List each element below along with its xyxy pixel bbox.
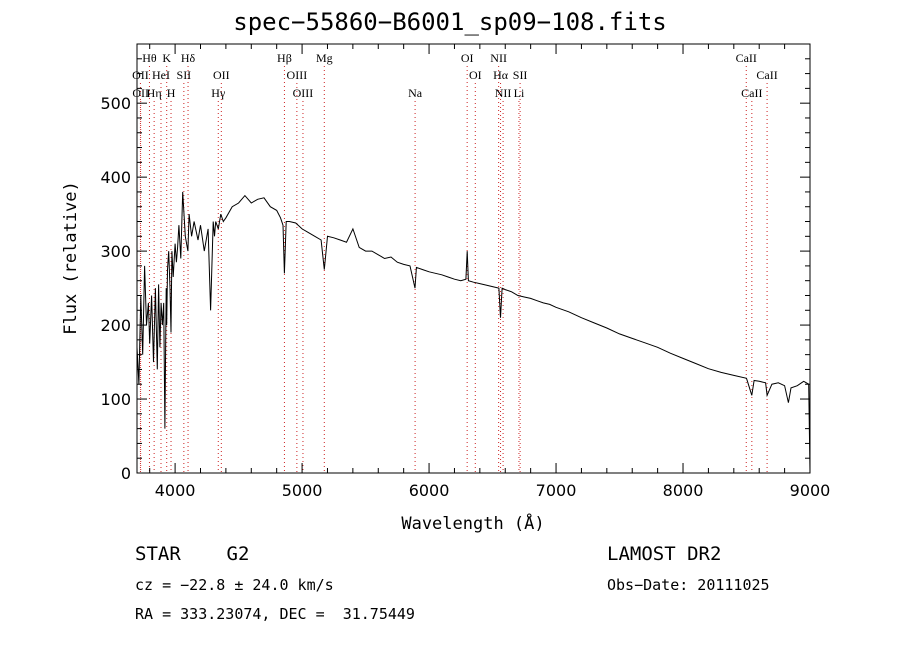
spectral-line-label: SII <box>177 68 192 82</box>
spectral-line-label: NII <box>495 86 512 100</box>
spectral-line-label: Hη <box>147 86 162 100</box>
plot-frame <box>136 43 811 474</box>
spectral-line-label: Hα <box>493 68 509 82</box>
y-tick-label: 500 <box>100 94 131 113</box>
y-axis-label: Flux (relative) <box>61 181 81 335</box>
redshift-info: cz = −22.8 ± 24.0 km/s <box>135 576 334 594</box>
spectrum-line <box>136 191 811 474</box>
spectral-line-label: CaII <box>756 68 777 82</box>
survey-name: LAMOST DR2 <box>607 543 722 565</box>
spectral-line-label: OII <box>132 68 149 82</box>
y-tick-label: 0 <box>121 464 131 483</box>
object-class: STAR G2 <box>135 543 250 565</box>
spectral-line-label: SII <box>513 68 528 82</box>
spectral-line-label: Hβ <box>277 51 292 65</box>
spectral-line-label: OIII <box>287 68 308 82</box>
x-tick-label: 4000 <box>155 481 196 500</box>
y-tick-label: 200 <box>100 316 131 335</box>
x-tick-label: 7000 <box>536 481 577 500</box>
x-axis-label: Wavelength (Å) <box>401 512 544 534</box>
x-tick-label: 8000 <box>663 481 704 500</box>
spectral-line-label: Hθ <box>142 51 157 65</box>
spectral-line-label: Mg <box>316 51 333 65</box>
spectral-line-label: CaII <box>736 51 757 65</box>
y-tick-label: 400 <box>100 168 131 187</box>
x-tick-label: 6000 <box>409 481 450 500</box>
spectral-line-markers <box>139 66 768 473</box>
x-tick-label: 9000 <box>790 481 831 500</box>
spectral-line-label: H <box>167 86 176 100</box>
spectral-line-label: NII <box>490 51 507 65</box>
coordinates-info: RA = 333.23074, DEC = 31.75449 <box>135 605 415 623</box>
spectral-line-label: OII <box>213 68 230 82</box>
spectral-line-label: K <box>162 51 171 65</box>
spectral-line-label: Hδ <box>181 51 196 65</box>
spectral-line-label: OI <box>469 68 482 82</box>
spectral-line-label: Hγ <box>211 86 226 100</box>
y-tick-label: 300 <box>100 242 131 261</box>
chart-title: spec−55860−B6001_sp09−108.fits <box>233 8 667 36</box>
y-tick-label: 100 <box>100 390 131 409</box>
spectral-line-label: OIII <box>293 86 314 100</box>
spectral-line-label: OI <box>461 51 474 65</box>
axis-ticks: 4000 5000 6000 7000 8000 9000 0 100 200 300 400 500 <box>100 44 830 500</box>
observation-date: Obs−Date: 20111025 <box>607 576 770 594</box>
spectral-line-label: OII <box>132 86 149 100</box>
x-tick-label: 5000 <box>282 481 323 500</box>
spectral-line-label: Na <box>408 86 423 100</box>
spectral-line-label: Li <box>514 86 525 100</box>
spectral-line-label: CaII <box>741 86 762 100</box>
spectral-line-label: HeI <box>152 68 170 82</box>
